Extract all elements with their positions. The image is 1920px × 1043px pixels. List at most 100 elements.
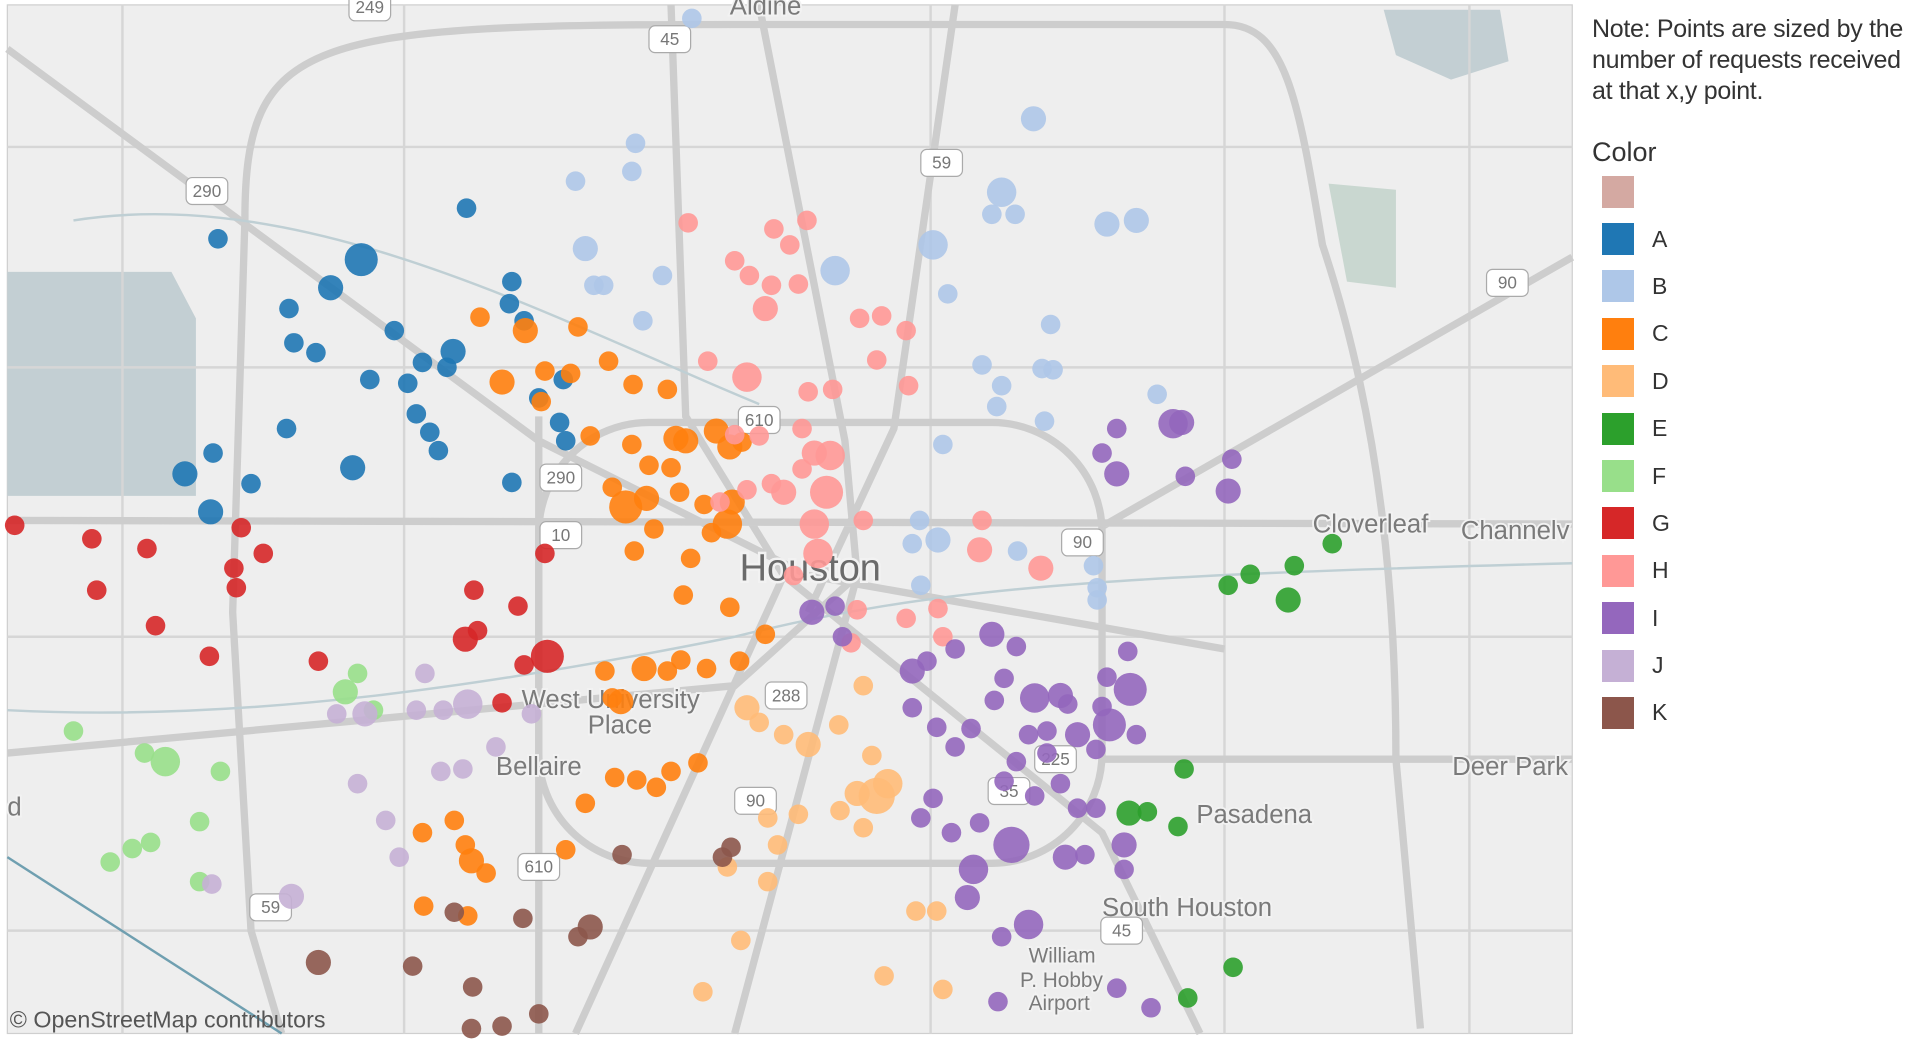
point [1168,816,1188,837]
point [86,580,107,601]
point [902,697,923,718]
point [624,541,645,561]
point [384,320,405,341]
point [464,580,484,601]
point [344,243,378,277]
point [347,773,368,794]
point [739,265,760,286]
legend-label: E [1652,415,1668,442]
point [803,538,833,569]
point [1050,773,1071,794]
shield [734,786,777,815]
point [853,510,874,531]
legend-swatch [1602,460,1634,493]
point [923,788,943,809]
shield-label: 59 [261,897,280,917]
point [172,461,198,487]
point [1114,859,1134,880]
point [253,543,274,564]
point [555,840,576,860]
shield-label: 10 [551,525,570,545]
point [224,558,244,578]
point [933,979,953,1000]
point [661,761,681,782]
point [308,651,329,672]
point [757,871,778,892]
point [712,847,733,867]
point [413,896,434,916]
point [572,235,598,262]
point [580,426,601,446]
point [202,874,222,894]
point [622,434,642,455]
point [1092,696,1112,717]
point [63,721,84,741]
shield [764,681,808,710]
shield-label: 610 [524,857,553,877]
point [986,177,1017,207]
point [431,761,451,782]
point [1094,211,1120,237]
point [502,271,522,292]
legend-item: B [1592,263,1918,310]
point [933,626,953,647]
point [1006,751,1027,772]
point [1275,587,1301,613]
point [1064,722,1091,748]
point [1019,683,1050,713]
point [822,379,843,400]
legend-swatch [1602,317,1634,350]
legend-item: G [1592,500,1918,547]
point [4,515,25,536]
point [444,810,465,831]
point [499,293,520,314]
legend-item: J [1592,642,1918,689]
place-label: d [7,794,21,822]
point [318,275,344,301]
point [925,527,951,553]
point [1006,636,1027,657]
point [945,737,965,757]
point [799,509,830,539]
point [1018,724,1039,745]
point [972,355,992,375]
point [397,373,418,394]
point [210,761,231,782]
point [984,690,1005,711]
point [1087,590,1107,610]
legend-swatch [1602,270,1634,303]
point [514,655,534,675]
point [680,548,701,569]
point [326,704,347,724]
point [1215,478,1241,504]
legend-swatch [1602,175,1634,208]
legend-title: Color [1592,137,1657,167]
point [926,717,947,738]
point [1113,672,1147,706]
point [1067,798,1088,818]
point [701,522,722,543]
point [140,832,161,853]
point [1057,694,1078,714]
point [623,374,643,395]
point [972,510,992,531]
point [918,230,948,260]
point [608,689,634,715]
point [462,977,483,997]
point [757,808,778,828]
point [1284,555,1305,576]
legend-swatch [1602,412,1634,445]
point [612,844,632,865]
point [415,663,435,684]
point [568,317,588,337]
legend-swatch [1602,507,1634,540]
place-label: William [1029,944,1096,967]
point [815,440,845,471]
point [657,379,678,400]
legend-swatch [1602,602,1634,635]
point [673,585,694,605]
point [967,537,993,563]
point [941,822,962,843]
point [991,375,1012,396]
legend-label: C [1652,320,1669,347]
